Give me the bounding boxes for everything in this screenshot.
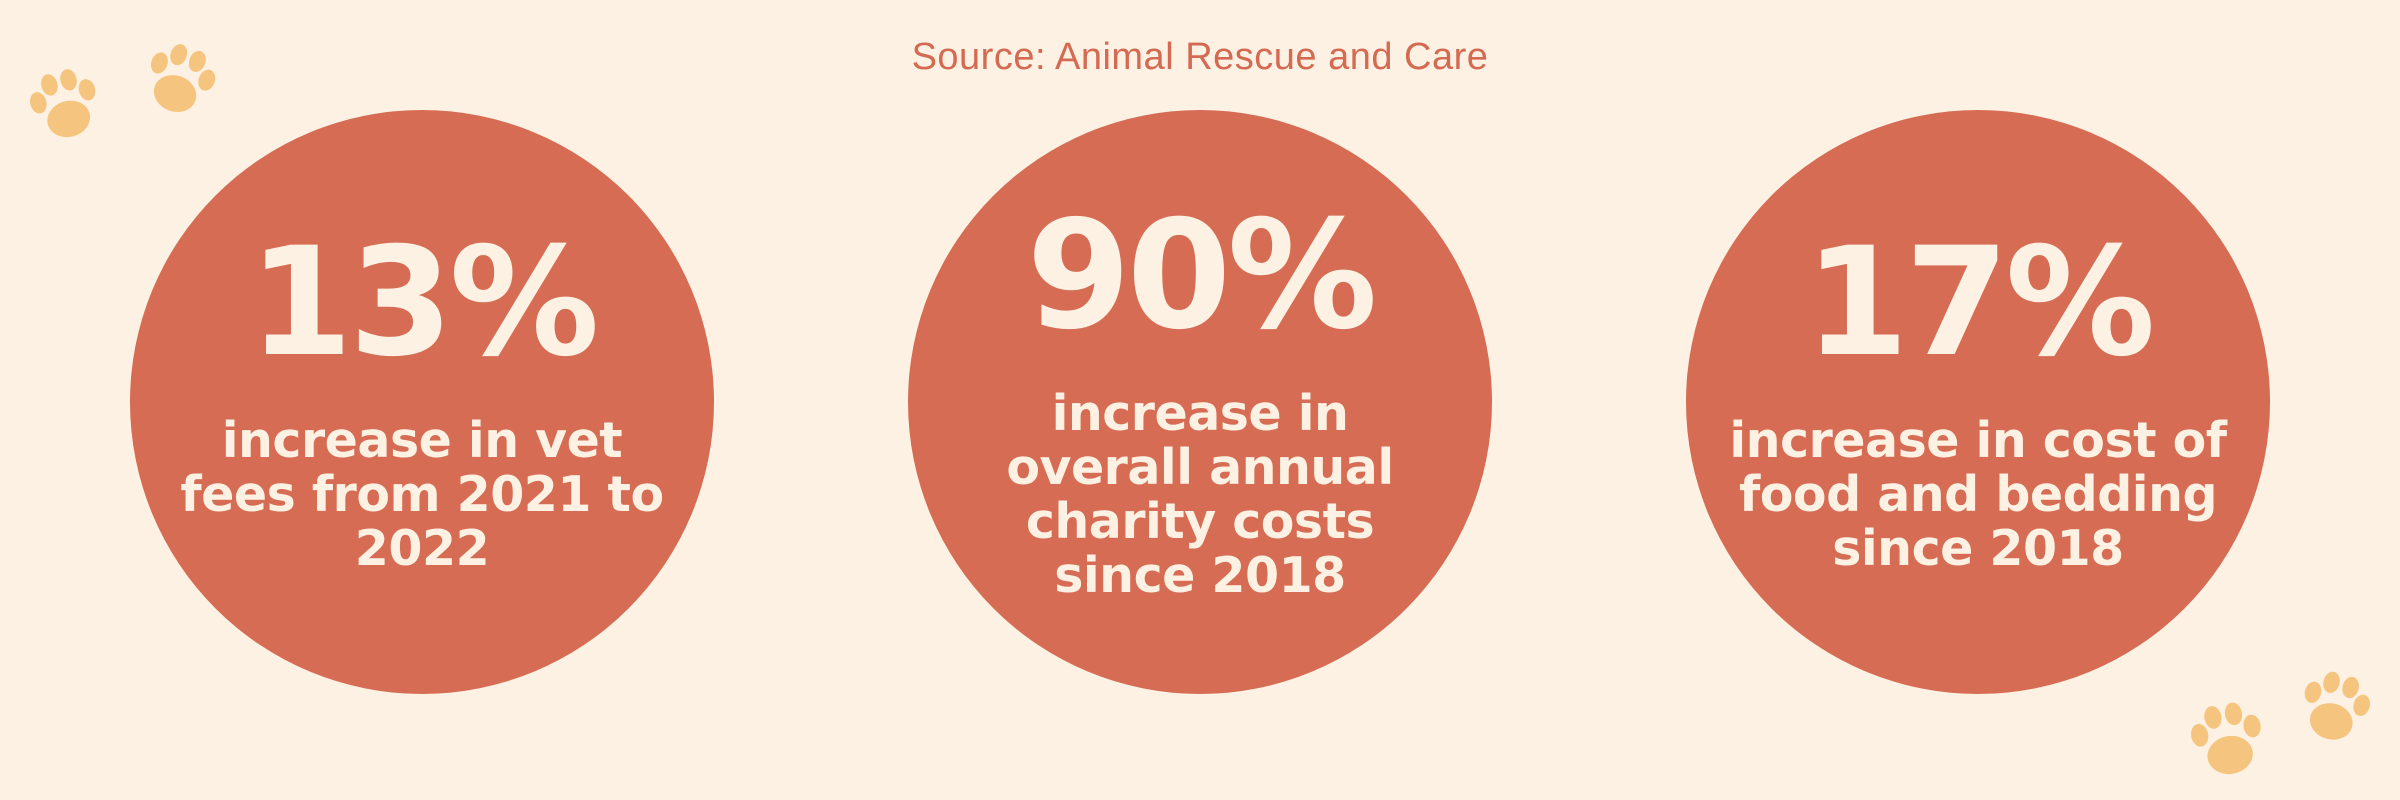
stat-description: increase in vet fees from 2021 to 2022 <box>180 412 664 577</box>
stat-circle-vet-fees: 13% increase in vet fees from 2021 to 20… <box>130 110 714 694</box>
stat-circle-food-bedding: 17% increase in cost of food and bedding… <box>1686 110 2270 694</box>
paw-print-icon <box>2191 702 2261 775</box>
stat-value: 13% <box>248 216 599 390</box>
stat-circle-charity-costs: 90% increase in overall annual charity c… <box>908 110 1492 694</box>
paw-print-icon <box>30 69 96 138</box>
stat-description: increase in overall annual charity costs… <box>1006 385 1394 604</box>
stat-description: increase in cost of food and bedding sin… <box>1729 412 2227 577</box>
stat-value: 17% <box>1804 216 2155 390</box>
source-caption: Source: Animal Rescue and Care <box>911 36 1489 78</box>
paw-print-icon <box>2304 671 2370 740</box>
stat-value: 90% <box>1026 189 1377 363</box>
paw-print-icon <box>150 44 216 112</box>
